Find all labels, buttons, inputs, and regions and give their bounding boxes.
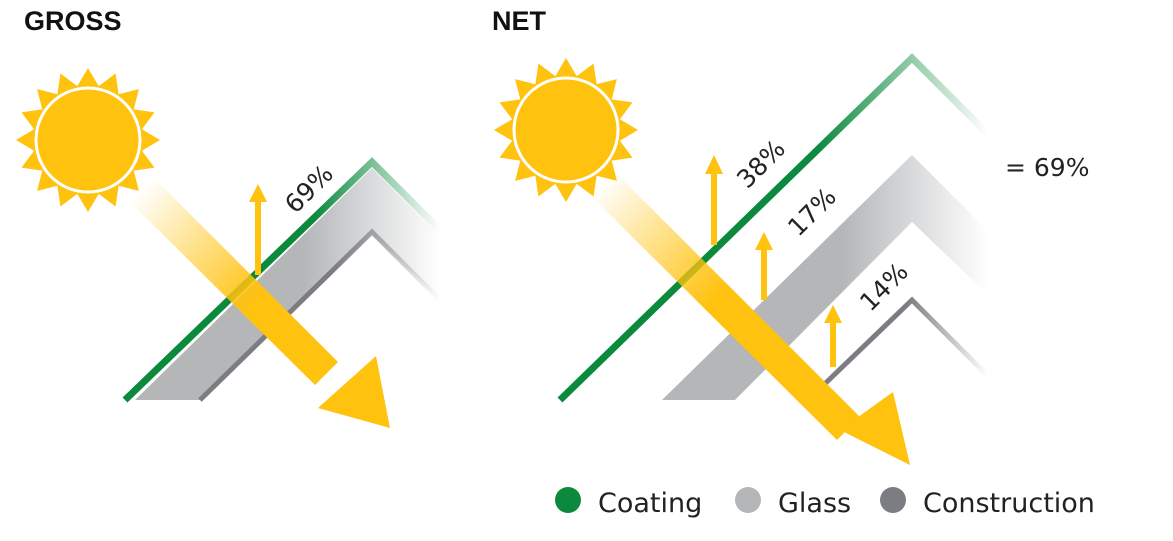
legend-swatch <box>735 487 761 513</box>
sun-disc <box>34 86 142 194</box>
sun <box>16 68 160 212</box>
legend-swatch <box>555 487 581 513</box>
panel-title: NET <box>492 6 547 36</box>
roof <box>122 157 443 403</box>
legend-swatch <box>880 487 906 513</box>
legend-label: Construction <box>923 488 1095 519</box>
panel-title: GROSS <box>24 6 122 36</box>
sun <box>494 58 638 202</box>
legend-label: Coating <box>598 488 702 519</box>
beam <box>128 176 390 428</box>
sun-disc <box>512 76 620 184</box>
legend: Coating Glass Construction <box>555 487 1095 519</box>
legend-label: Glass <box>778 488 851 519</box>
total-label: = 69% <box>1005 153 1089 182</box>
beam <box>590 155 910 465</box>
